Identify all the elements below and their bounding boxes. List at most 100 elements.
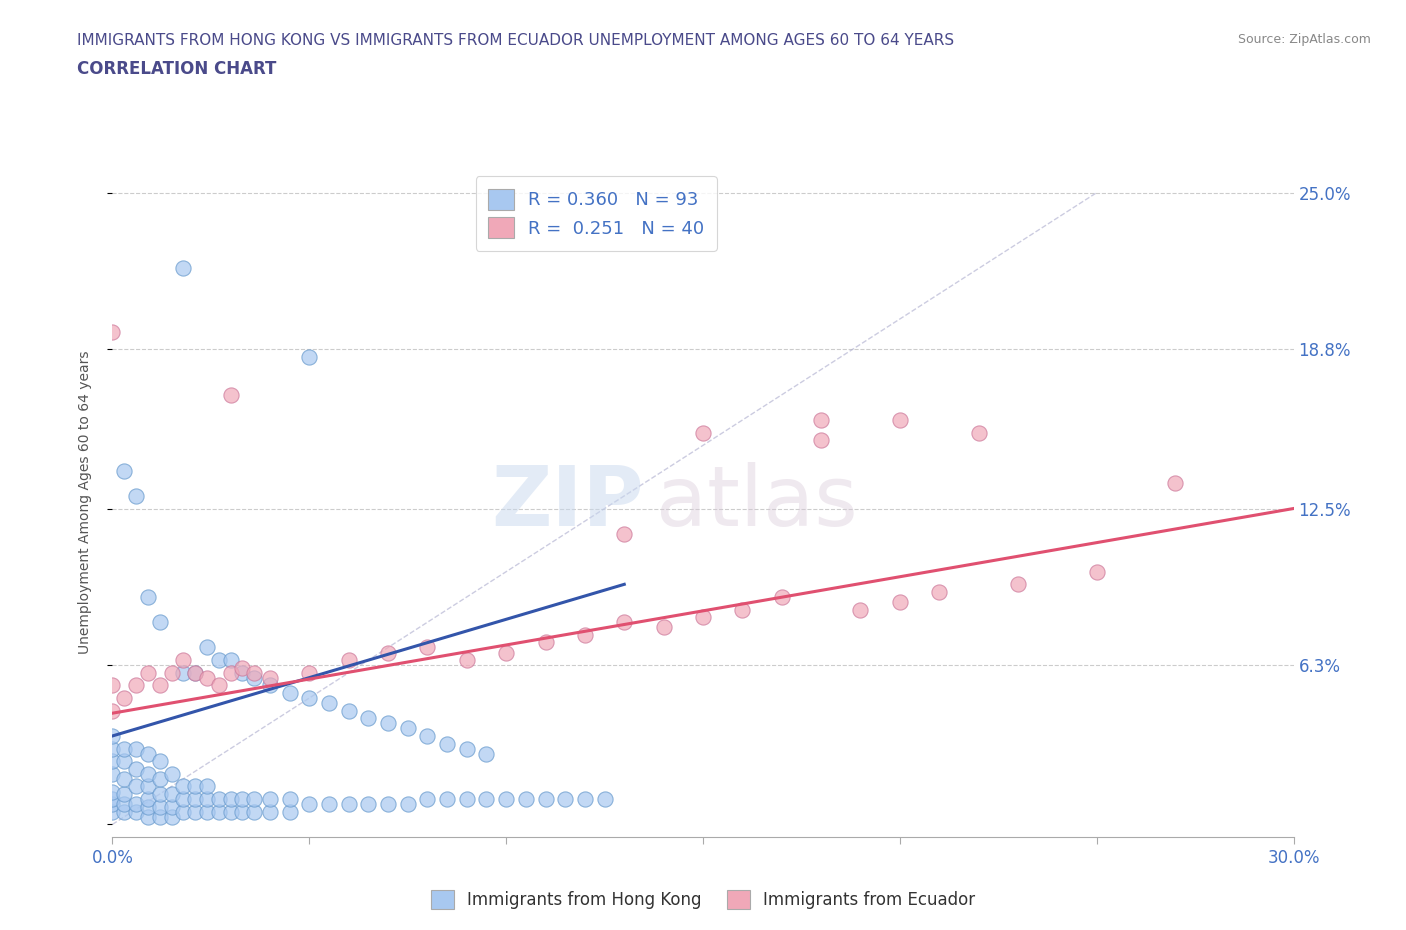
Point: [231, 660, 253, 675]
Point: [554, 791, 576, 806]
Point: [231, 665, 253, 680]
Point: [337, 797, 360, 812]
Point: [396, 797, 419, 812]
Point: [770, 590, 793, 604]
Point: [149, 753, 172, 768]
Point: [259, 804, 281, 819]
Point: [112, 463, 135, 478]
Y-axis label: Unemployment Among Ages 60 to 64 years: Unemployment Among Ages 60 to 64 years: [77, 351, 91, 654]
Point: [436, 736, 458, 751]
Point: [243, 804, 266, 819]
Point: [101, 741, 124, 756]
Point: [810, 413, 832, 428]
Point: [112, 797, 135, 812]
Point: [195, 804, 218, 819]
Point: [278, 791, 301, 806]
Point: [112, 787, 135, 802]
Point: [475, 791, 498, 806]
Point: [172, 804, 194, 819]
Point: [101, 728, 124, 743]
Point: [136, 779, 159, 794]
Point: [337, 653, 360, 668]
Point: [1164, 476, 1187, 491]
Point: [298, 350, 321, 365]
Point: [195, 671, 218, 685]
Point: [184, 665, 207, 680]
Point: [475, 746, 498, 761]
Point: [125, 779, 148, 794]
Point: [298, 691, 321, 706]
Point: [298, 797, 321, 812]
Point: [149, 615, 172, 630]
Point: [731, 602, 754, 617]
Point: [692, 425, 714, 440]
Point: [136, 665, 159, 680]
Point: [136, 590, 159, 604]
Point: [219, 665, 242, 680]
Point: [112, 741, 135, 756]
Point: [495, 791, 517, 806]
Point: [160, 809, 183, 824]
Point: [219, 804, 242, 819]
Text: ZIP: ZIP: [492, 461, 644, 543]
Point: [810, 432, 832, 447]
Point: [377, 797, 399, 812]
Point: [967, 425, 990, 440]
Point: [184, 791, 207, 806]
Point: [125, 488, 148, 503]
Point: [652, 619, 675, 634]
Point: [125, 741, 148, 756]
Point: [377, 645, 399, 660]
Point: [172, 665, 194, 680]
Point: [101, 678, 124, 693]
Point: [456, 653, 478, 668]
Point: [208, 804, 231, 819]
Point: [243, 791, 266, 806]
Point: [125, 804, 148, 819]
Point: [195, 640, 218, 655]
Point: [849, 602, 872, 617]
Point: [101, 784, 124, 799]
Point: [515, 791, 537, 806]
Point: [208, 678, 231, 693]
Point: [112, 753, 135, 768]
Point: [278, 804, 301, 819]
Point: [160, 766, 183, 781]
Point: [149, 809, 172, 824]
Point: [136, 746, 159, 761]
Point: [101, 766, 124, 781]
Point: [125, 762, 148, 777]
Point: [101, 753, 124, 768]
Point: [149, 678, 172, 693]
Point: [219, 653, 242, 668]
Point: [172, 261, 194, 276]
Point: [136, 809, 159, 824]
Point: [259, 671, 281, 685]
Point: [357, 711, 380, 725]
Point: [136, 799, 159, 814]
Point: [396, 721, 419, 736]
Point: [1085, 565, 1108, 579]
Point: [149, 787, 172, 802]
Point: [377, 716, 399, 731]
Point: [208, 653, 231, 668]
Point: [534, 635, 557, 650]
Point: [101, 325, 124, 339]
Point: [149, 799, 172, 814]
Point: [613, 615, 636, 630]
Point: [112, 772, 135, 787]
Point: [136, 766, 159, 781]
Point: [278, 685, 301, 700]
Point: [101, 703, 124, 718]
Point: [318, 797, 340, 812]
Point: [112, 691, 135, 706]
Point: [613, 526, 636, 541]
Point: [692, 610, 714, 625]
Point: [243, 671, 266, 685]
Point: [125, 797, 148, 812]
Point: [195, 779, 218, 794]
Point: [184, 779, 207, 794]
Point: [495, 645, 517, 660]
Point: [436, 791, 458, 806]
Point: [208, 791, 231, 806]
